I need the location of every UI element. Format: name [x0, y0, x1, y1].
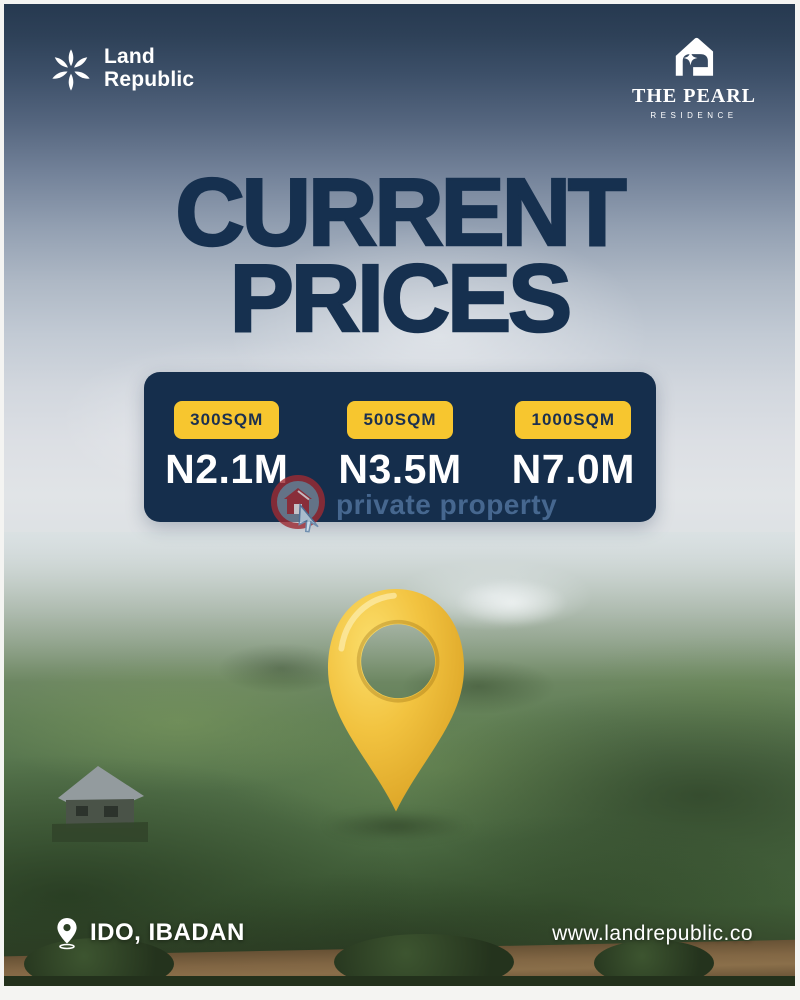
- smoke-plume: [444, 564, 594, 634]
- brand-name: Land Republic: [104, 46, 194, 91]
- footer-location: IDO, IBADAN: [54, 916, 245, 950]
- pin-shadow: [322, 810, 472, 842]
- farmhouse: [52, 766, 148, 842]
- house-cursor-badge-icon: [271, 475, 325, 533]
- price-card: 300SQM N2.1M 500SQM N3.5M 1000SQM N7.0M: [144, 372, 656, 522]
- brand-name-line2: Republic: [104, 68, 195, 91]
- brand-logo: Land Republic: [48, 46, 194, 92]
- price-value: N3.5M: [338, 446, 462, 492]
- page-title: CURRENT PRICES: [4, 159, 795, 353]
- brand-name-line1: Land: [104, 45, 155, 69]
- 3d-location-pin-icon: [327, 588, 465, 812]
- size-badge: 1000SQM: [515, 401, 632, 439]
- size-badge: 300SQM: [174, 401, 280, 439]
- price-value: N2.1M: [165, 446, 289, 492]
- project-subtitle: RESIDENCE: [650, 111, 738, 120]
- house-sparkle-icon: [675, 37, 714, 76]
- project-logo: THE PEARL RESIDENCE: [629, 32, 759, 120]
- footer-location-text: IDO, IBADAN: [90, 919, 245, 946]
- title-line1: CURRENT: [174, 159, 628, 266]
- watermark-text: private property: [336, 489, 558, 520]
- size-badge: 500SQM: [347, 401, 453, 439]
- watermark: private property: [270, 474, 557, 536]
- footer-website: www.landrepublic.co: [552, 922, 753, 945]
- price-value: N7.0M: [511, 446, 635, 492]
- price-column-1000sqm: 1000SQM N7.0M: [512, 401, 635, 493]
- photo-bottom-strip: [4, 976, 795, 986]
- title-line2: PRICES: [229, 245, 574, 353]
- map-pin-icon: [57, 918, 77, 950]
- price-column-500sqm: 500SQM N3.5M: [338, 401, 461, 493]
- flyer-canvas: Land Republic THE PEARL RESIDENCE CURREN…: [4, 4, 795, 986]
- price-column-300sqm: 300SQM N2.1M: [165, 401, 288, 493]
- flower-star-icon: [52, 49, 90, 91]
- project-name: THE PEARL: [631, 85, 757, 107]
